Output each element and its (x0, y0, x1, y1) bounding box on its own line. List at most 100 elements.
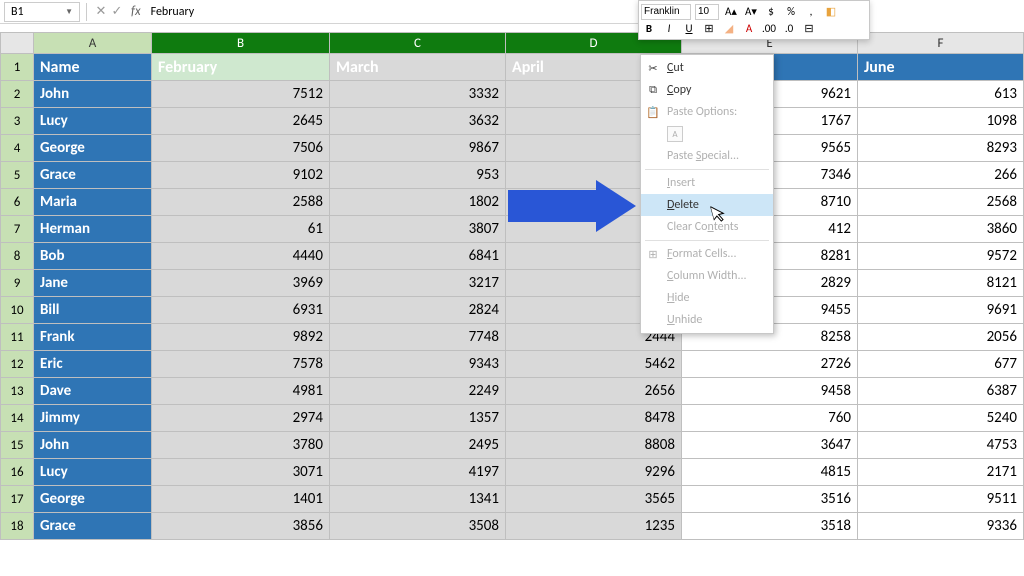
font-family-select[interactable] (641, 4, 691, 20)
name-cell[interactable]: Lucy (34, 459, 152, 486)
header-cell[interactable]: March (330, 54, 506, 81)
data-cell[interactable]: 3516 (682, 486, 858, 513)
data-cell[interactable]: 3565 (506, 486, 682, 513)
data-cell[interactable]: 8478 (506, 405, 682, 432)
name-cell[interactable]: Lucy (34, 108, 152, 135)
data-cell[interactable]: 3632 (330, 108, 506, 135)
data-cell[interactable]: 4440 (152, 243, 330, 270)
name-cell[interactable]: Frank (34, 324, 152, 351)
col-header-a[interactable]: A (34, 32, 152, 54)
row-header[interactable]: 6 (0, 189, 34, 216)
name-cell[interactable]: Jane (34, 270, 152, 297)
row-header[interactable]: 5 (0, 162, 34, 189)
row-header[interactable]: 7 (0, 216, 34, 243)
name-cell[interactable]: Herman (34, 216, 152, 243)
data-cell[interactable]: 9691 (858, 297, 1024, 324)
ctx-delete[interactable]: Delete (641, 194, 773, 216)
data-cell[interactable]: 8293 (858, 135, 1024, 162)
header-cell[interactable]: Name (34, 54, 152, 81)
data-cell[interactable]: 6387 (858, 378, 1024, 405)
row-header[interactable]: 18 (0, 513, 34, 540)
data-cell[interactable]: 9867 (330, 135, 506, 162)
data-cell[interactable]: 9102 (152, 162, 330, 189)
name-cell[interactable]: Eric (34, 351, 152, 378)
name-cell[interactable]: Dave (34, 378, 152, 405)
data-cell[interactable]: 3518 (682, 513, 858, 540)
increase-font-icon[interactable]: A▴ (723, 4, 739, 20)
underline-button[interactable]: U (681, 21, 697, 37)
decrease-font-icon[interactable]: A▾ (743, 4, 759, 20)
header-cell[interactable]: February (152, 54, 330, 81)
ctx-col-width[interactable]: Column Width... (641, 265, 773, 287)
data-cell[interactable]: 3969 (152, 270, 330, 297)
data-cell[interactable]: 2824 (330, 297, 506, 324)
data-cell[interactable]: 2726 (682, 351, 858, 378)
increase-decimal-icon[interactable]: .0 (781, 21, 797, 37)
data-cell[interactable]: 2249 (330, 378, 506, 405)
data-cell[interactable]: 8808 (506, 432, 682, 459)
data-cell[interactable]: 9511 (858, 486, 1024, 513)
data-cell[interactable]: 1235 (506, 513, 682, 540)
data-cell[interactable]: 2588 (152, 189, 330, 216)
row-header[interactable]: 11 (0, 324, 34, 351)
name-cell[interactable]: George (34, 486, 152, 513)
data-cell[interactable]: 6931 (152, 297, 330, 324)
row-header[interactable]: 15 (0, 432, 34, 459)
data-cell[interactable]: 677 (858, 351, 1024, 378)
name-cell[interactable]: George (34, 135, 152, 162)
name-cell[interactable]: Grace (34, 513, 152, 540)
data-cell[interactable]: 7512 (152, 81, 330, 108)
data-cell[interactable]: 2495 (330, 432, 506, 459)
data-cell[interactable]: 9296 (506, 459, 682, 486)
data-cell[interactable]: 3780 (152, 432, 330, 459)
data-cell[interactable]: 2656 (506, 378, 682, 405)
name-cell[interactable]: Maria (34, 189, 152, 216)
row-header[interactable]: 1 (0, 54, 34, 81)
border-icon[interactable]: ⊞ (701, 21, 717, 37)
data-cell[interactable]: 1098 (858, 108, 1024, 135)
comma-icon[interactable]: , (803, 4, 819, 20)
data-cell[interactable]: 613 (858, 81, 1024, 108)
row-header[interactable]: 2 (0, 81, 34, 108)
name-cell[interactable]: Bill (34, 297, 152, 324)
data-cell[interactable]: 1357 (330, 405, 506, 432)
data-cell[interactable]: 9458 (682, 378, 858, 405)
ctx-format-cells[interactable]: ⊞ Format Cells... (641, 243, 773, 265)
row-header[interactable]: 17 (0, 486, 34, 513)
ctx-clear[interactable]: Clear Contents (641, 216, 773, 238)
col-header-c[interactable]: C (330, 32, 506, 54)
name-cell[interactable]: John (34, 81, 152, 108)
data-cell[interactable]: 1401 (152, 486, 330, 513)
name-cell[interactable]: Jimmy (34, 405, 152, 432)
merge-icon[interactable]: ⊟ (801, 21, 817, 37)
bold-button[interactable]: B (641, 21, 657, 37)
ctx-hide[interactable]: Hide (641, 287, 773, 309)
fx-icon[interactable]: fx (131, 4, 141, 19)
data-cell[interactable]: 4197 (330, 459, 506, 486)
fill-color-icon[interactable]: ◢ (721, 21, 737, 37)
header-cell[interactable]: June (858, 54, 1024, 81)
currency-icon[interactable]: $ (763, 4, 779, 20)
data-cell[interactable]: 1341 (330, 486, 506, 513)
data-cell[interactable]: 3071 (152, 459, 330, 486)
decrease-decimal-icon[interactable]: .00 (761, 21, 777, 37)
row-header[interactable]: 12 (0, 351, 34, 378)
data-cell[interactable]: 9336 (858, 513, 1024, 540)
data-cell[interactable]: 8121 (858, 270, 1024, 297)
data-cell[interactable]: 9572 (858, 243, 1024, 270)
data-cell[interactable]: 4753 (858, 432, 1024, 459)
ctx-insert[interactable]: Insert (641, 172, 773, 194)
data-cell[interactable]: 3807 (330, 216, 506, 243)
data-cell[interactable]: 4981 (152, 378, 330, 405)
font-color-icon[interactable]: A (741, 21, 757, 37)
data-cell[interactable]: 7748 (330, 324, 506, 351)
italic-button[interactable]: I (661, 21, 677, 37)
select-all-corner[interactable] (0, 32, 34, 54)
data-cell[interactable]: 7578 (152, 351, 330, 378)
data-cell[interactable]: 2056 (858, 324, 1024, 351)
row-header[interactable]: 14 (0, 405, 34, 432)
data-cell[interactable]: 953 (330, 162, 506, 189)
percent-icon[interactable]: % (783, 4, 799, 20)
data-cell[interactable]: 6841 (330, 243, 506, 270)
data-cell[interactable]: 4815 (682, 459, 858, 486)
